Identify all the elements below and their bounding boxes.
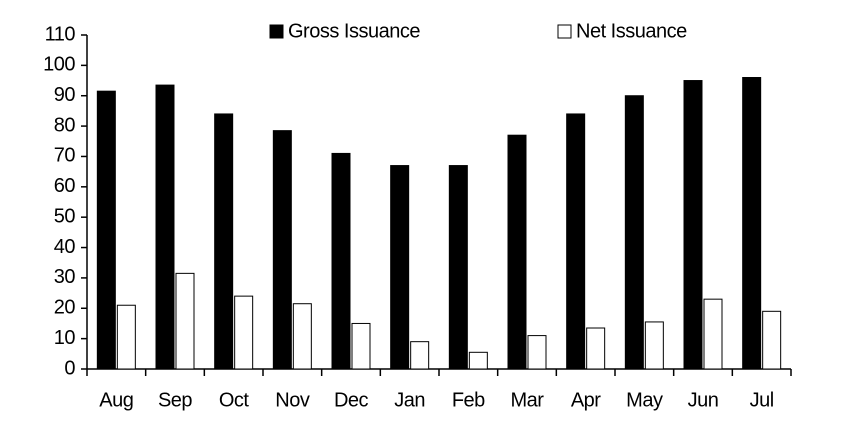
- bar: [272, 130, 292, 370]
- y-tick-label: 20: [54, 297, 76, 319]
- bar: [742, 77, 762, 370]
- y-tick-label: 30: [54, 266, 76, 288]
- bar: [351, 322, 371, 370]
- x-tick-label: Dec: [334, 389, 369, 411]
- legend-swatch: [269, 24, 284, 39]
- bar: [410, 341, 430, 370]
- x-tick-label: Feb: [452, 389, 485, 411]
- bar: [292, 303, 312, 370]
- bar: [214, 113, 234, 370]
- y-tick-label: 10: [54, 327, 76, 349]
- x-tick-label: Oct: [219, 389, 250, 411]
- x-tick-label: Sep: [158, 389, 192, 411]
- bar: [234, 295, 254, 370]
- x-tick-label: Aug: [99, 389, 133, 411]
- bar: [331, 152, 351, 370]
- bar: [116, 304, 136, 370]
- bar: [762, 310, 782, 370]
- bar: [703, 298, 723, 370]
- bar: [390, 165, 410, 370]
- bar: [448, 165, 468, 370]
- bar: [175, 272, 195, 370]
- bar: [96, 90, 116, 370]
- x-tick-label: Apr: [571, 389, 601, 411]
- bar: [468, 351, 488, 370]
- legend-swatch: [557, 24, 572, 39]
- x-tick-label: Jan: [394, 389, 425, 411]
- x-tick-label: Jul: [750, 389, 774, 411]
- y-tick-label: 100: [43, 54, 75, 76]
- y-tick-label: 90: [54, 84, 76, 106]
- y-tick-label: 50: [54, 205, 76, 227]
- bar: [566, 113, 586, 370]
- bar: [683, 80, 703, 370]
- y-tick-label: 70: [54, 145, 76, 167]
- x-tick-label: Nov: [275, 389, 310, 411]
- y-tick-label: 60: [54, 175, 76, 197]
- legend-label: Gross Issuance: [288, 20, 420, 42]
- x-tick-label: Mar: [511, 389, 545, 411]
- y-tick-label: 110: [45, 23, 76, 45]
- bar: [586, 327, 606, 370]
- x-tick-label: May: [626, 389, 663, 411]
- y-tick-label: 40: [54, 236, 76, 258]
- bar: [155, 84, 175, 370]
- bar: [527, 335, 547, 370]
- x-tick-label: Jun: [688, 389, 719, 411]
- y-tick-label: 80: [54, 114, 76, 136]
- y-tick-label: 0: [64, 357, 75, 379]
- legend-label: Net Issuance: [576, 20, 687, 42]
- bar: [644, 321, 664, 370]
- bar: [624, 95, 644, 370]
- bar: [507, 134, 527, 370]
